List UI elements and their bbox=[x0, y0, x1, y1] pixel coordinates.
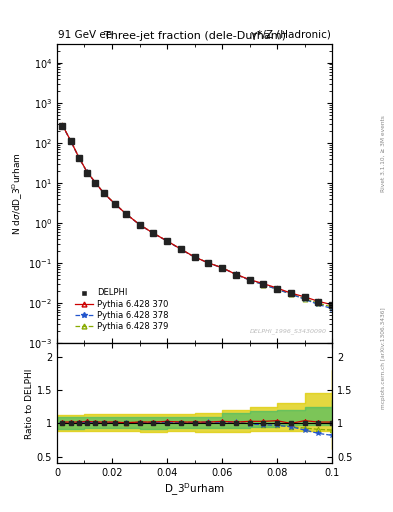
Text: 91 GeV ee: 91 GeV ee bbox=[58, 30, 112, 40]
X-axis label: D_3$^{\rm D}$urham: D_3$^{\rm D}$urham bbox=[164, 481, 225, 498]
Legend: DELPHI, Pythia 6.428 370, Pythia 6.428 378, Pythia 6.428 379: DELPHI, Pythia 6.428 370, Pythia 6.428 3… bbox=[72, 286, 171, 333]
Text: DELPHI_1996_S3430090: DELPHI_1996_S3430090 bbox=[250, 329, 327, 334]
Y-axis label: N d$\sigma$/dD_3$^{\rm D}$urham: N d$\sigma$/dD_3$^{\rm D}$urham bbox=[11, 152, 26, 235]
Title: Three-jet fraction (dele-Durham): Three-jet fraction (dele-Durham) bbox=[103, 31, 286, 41]
Text: γ*/Z (Hadronic): γ*/Z (Hadronic) bbox=[252, 30, 331, 40]
Text: mcplots.cern.ch [arXiv:1306.3436]: mcplots.cern.ch [arXiv:1306.3436] bbox=[381, 308, 386, 409]
Y-axis label: Ratio to DELPHI: Ratio to DELPHI bbox=[25, 368, 34, 439]
Text: Rivet 3.1.10, ≥ 3M events: Rivet 3.1.10, ≥ 3M events bbox=[381, 115, 386, 192]
